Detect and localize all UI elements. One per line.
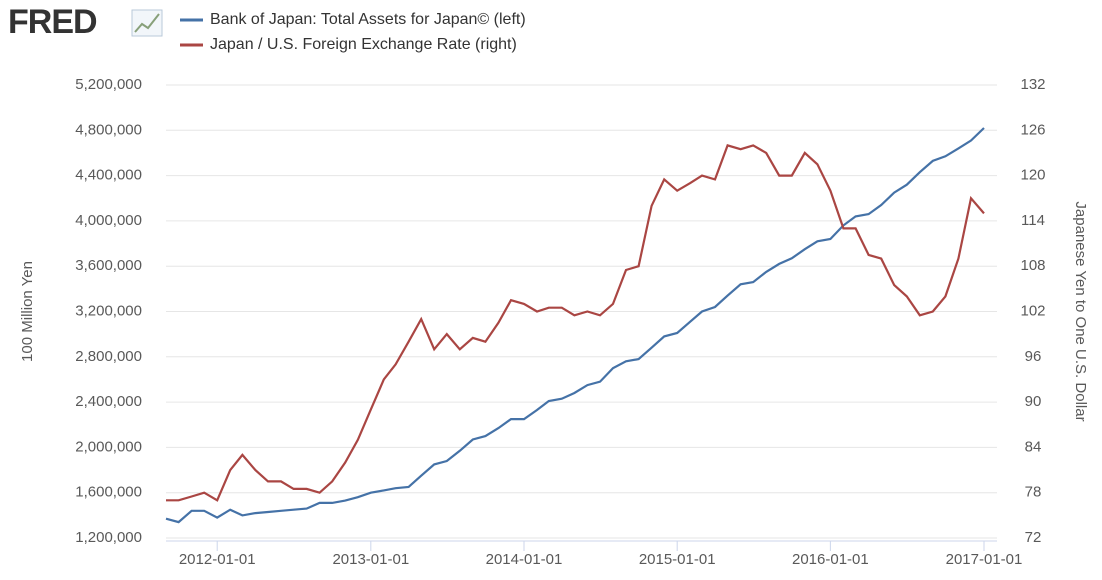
y2-tick-label: 72 [1025, 529, 1042, 546]
x-tick-label: 2013-01-01 [332, 551, 409, 568]
logo: FRED [8, 3, 97, 41]
y2-tick-label: 120 [1020, 167, 1045, 184]
y2-tick-label: 102 [1020, 302, 1045, 319]
legend-label: Bank of Japan: Total Assets for Japan© (… [210, 11, 526, 28]
y2-tick-label: 78 [1025, 484, 1042, 501]
y2-tick-label: 114 [1021, 212, 1045, 229]
logo-icon [131, 9, 163, 37]
y-tick-label: 4,400,000 [75, 167, 142, 184]
x-tick-label: 2015-01-01 [639, 551, 716, 568]
y2-tick-label: 108 [1020, 257, 1045, 274]
y-tick-label: 5,200,000 [75, 76, 142, 93]
y2-tick-label: 126 [1020, 121, 1045, 138]
y-tick-label: 2,400,000 [75, 393, 142, 410]
y2-tick-label: 84 [1025, 438, 1042, 455]
y-tick-label: 4,000,000 [75, 212, 142, 229]
y-tick-label: 2,800,000 [75, 348, 142, 365]
y2-tick-label: 90 [1025, 393, 1042, 410]
y2-tick-label: 132 [1020, 76, 1045, 93]
data-line [165, 127, 985, 524]
y-tick-label: 1,200,000 [75, 529, 142, 546]
y2-axis-label: Japanese Yen to One U.S. Dollar [1072, 201, 1089, 421]
x-tick-label: 2017-01-01 [946, 551, 1023, 568]
y-tick-label: 3,600,000 [75, 257, 142, 274]
data-line [166, 144, 985, 502]
y2-tick-label: 96 [1025, 348, 1042, 365]
x-tick-label: 2012-01-01 [179, 551, 256, 568]
y-tick-label: 2,000,000 [75, 438, 142, 455]
y-tick-label: 1,600,000 [75, 484, 142, 501]
legend-label: Japan / U.S. Foreign Exchange Rate (righ… [210, 36, 517, 53]
y-tick-label: 3,200,000 [75, 302, 142, 319]
x-tick-label: 2014-01-01 [486, 551, 563, 568]
y-axis-label: 100 Million Yen [19, 261, 36, 362]
y-tick-label: 4,800,000 [75, 121, 142, 138]
x-tick-label: 2016-01-01 [792, 551, 869, 568]
